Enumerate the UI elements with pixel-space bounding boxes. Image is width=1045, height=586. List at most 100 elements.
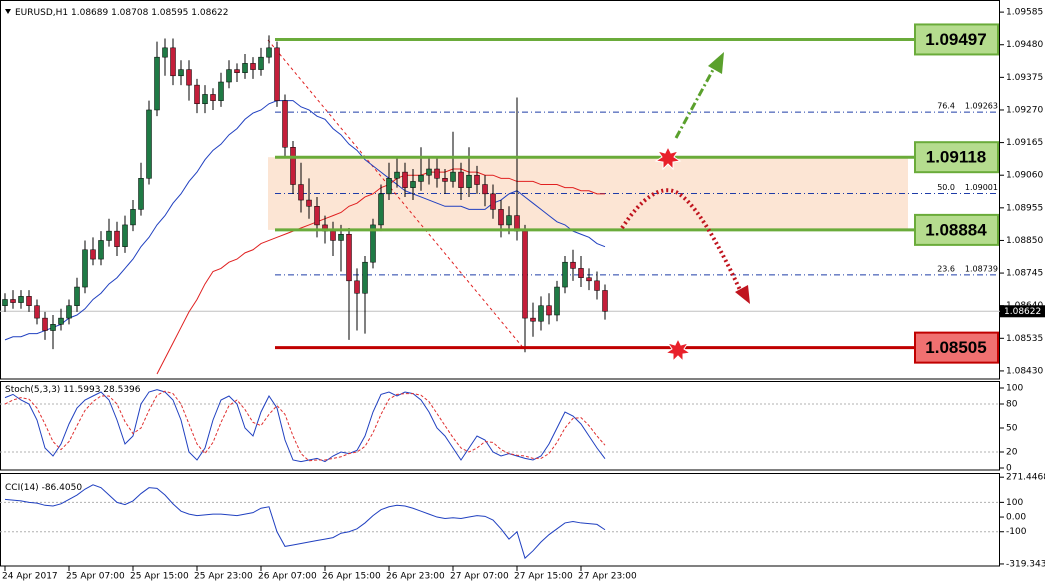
candle-body [578,268,584,278]
y-tick-label: 0.00 [1006,513,1026,523]
current-price-box [1000,305,1045,318]
panel-plot [0,484,1000,560]
open-value: 1.08689 [71,8,108,18]
candle-body [498,209,504,226]
candle-body [538,305,544,322]
down-arrow-head [735,285,750,304]
down-arrow-line [620,188,742,291]
x-tick-label: 26 Apr 07:00 [258,572,317,582]
candle-body [442,178,448,182]
candle-body [258,56,264,70]
candle-body [2,299,8,306]
candle-body [354,280,360,294]
candle-body [154,56,160,111]
level-label: 1.09118 [926,148,987,167]
y-tick-label: 1.08535 [1006,334,1043,344]
fib-label: 76.4 [937,102,955,111]
candle-body [50,324,56,331]
candle-body [186,69,192,86]
fib-value: 1.08739 [965,264,998,273]
candle-body [314,206,320,226]
y-tick-label: -319.3439 [1006,559,1045,569]
candle-body [426,168,432,176]
x-tick-label: 27 Apr 07:00 [450,572,509,582]
annotations [620,52,750,363]
candle-body [586,277,592,282]
level-box [914,331,999,364]
candle-body [282,100,288,148]
y-tick-label: 1.09165 [1006,138,1043,148]
candle-body [298,184,304,201]
x-tick-label: 27 Apr 23:00 [578,572,637,582]
candle-body [210,94,216,101]
fib-value: 1.09263 [965,102,998,111]
candle-body [458,171,464,188]
level-box [914,213,999,246]
candle-body [34,305,40,319]
candle-body [506,215,512,226]
candle-body [418,174,424,182]
x-tick-label: 27 Apr 15:00 [514,572,573,582]
level-box [914,141,999,174]
indicator-line [4,100,606,341]
y-tick-label: 1.09585 [1006,8,1043,18]
candle-body [66,305,72,319]
symbol: EURUSD,H1 [15,8,68,18]
y-tick-label: 1.08850 [1006,236,1043,246]
candle-body [482,184,488,195]
x-tick-label: 24 Apr 2017 [2,572,58,582]
candle-body [338,233,344,241]
candle-body [98,240,104,260]
candle-body [82,249,88,288]
stoch-panel [0,381,1000,471]
y-tick-label: -100 [1006,527,1027,537]
candle-body [522,230,528,319]
burst [654,145,682,171]
cci-panel [0,473,1000,567]
x-tick-label: 25 Apr 07:00 [66,572,125,582]
candle-body [594,280,600,291]
candle-body [466,174,472,188]
cci-header: CCI(14) -86.4050 [5,483,82,493]
candle-body [394,171,400,179]
indicator-line [4,390,606,462]
candle-body [202,94,208,105]
candle-body [530,317,536,322]
candle-body [562,261,568,288]
main-layer [0,35,1000,560]
candle-body [330,230,336,241]
stoch-title: Stoch(5,3,3) [5,385,60,395]
candle-body [410,181,416,188]
candle-body [42,317,48,331]
candle-body [378,193,384,226]
candle-body [554,286,560,316]
y-tick-label: 80 [1006,400,1018,410]
candle-body [546,305,552,316]
y-tick-label: 100 [1006,498,1023,508]
y-tick-label: 1.09480 [1006,40,1043,50]
candle-body [146,109,152,179]
candle-body [114,230,120,247]
y-tick-label: 50 [1006,424,1018,434]
candle-body [250,63,256,70]
burst [664,337,692,363]
candle-body [402,171,408,188]
candle-body [450,171,456,182]
up-arrow-head [708,52,724,74]
candle-body [74,286,80,306]
candle-body [434,168,440,179]
candle-body [370,224,376,263]
y-tick-label: 20 [1006,448,1018,458]
level-label: 1.08505 [925,338,986,357]
candle-body [386,178,392,195]
candle-body [346,233,352,282]
candle-body [234,69,240,73]
fib-value: 1.09001 [965,183,998,192]
candle-body [306,199,312,207]
candle-body [162,47,168,58]
header-marker [5,9,11,14]
fib-label: 50.0 [937,183,955,192]
y-tick-label: 1.09060 [1006,171,1043,181]
stoch-header: Stoch(5,3,3) 11.5993 28.5396 [5,385,141,395]
